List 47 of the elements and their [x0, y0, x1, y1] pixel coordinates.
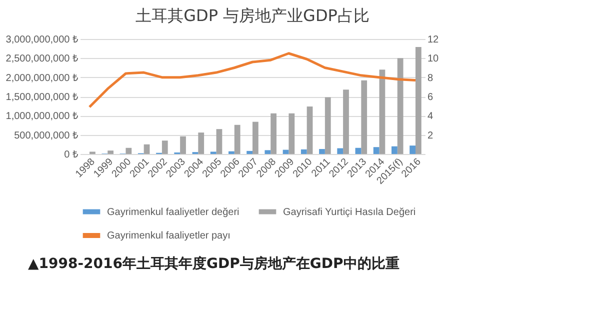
bar	[180, 136, 186, 154]
bar	[343, 90, 349, 154]
y2-tick-label: 12	[428, 34, 440, 46]
line-series	[88, 52, 417, 108]
y2-tick-label: 10	[428, 54, 440, 65]
bar	[361, 80, 368, 154]
bar	[264, 150, 271, 154]
bar	[373, 147, 380, 154]
y-tick-label: 1,000,000,000 ₺	[6, 111, 78, 122]
bar	[126, 148, 132, 154]
bar	[198, 132, 204, 154]
bar	[355, 148, 362, 154]
bar	[270, 113, 276, 154]
y-tick-label: 1,500,000,000 ₺	[6, 92, 78, 103]
y2-tick-label: 2	[428, 130, 434, 142]
bar	[252, 122, 258, 154]
y-tick-label: 500,000,000 ₺	[14, 130, 78, 142]
bar	[108, 150, 114, 154]
chart-title: 土耳其GDP 与房地产业GDP占比	[136, 6, 370, 25]
bar	[319, 149, 325, 154]
bar	[379, 70, 386, 154]
bar	[324, 97, 331, 154]
text: ▲1998-2016年土耳其年度GDP与房地产在GDP中的比重	[27, 254, 400, 273]
y-tick-label: 3,000,000,000 ₺	[6, 34, 78, 46]
y2-tick-label: 4	[428, 111, 434, 122]
bar	[246, 150, 252, 154]
bar	[415, 47, 422, 154]
legend-label: Gayrimenkul faaliyetler değeri	[107, 206, 240, 218]
y-tick-label: 0 ₺	[64, 150, 78, 160]
y-tick-label: 2,500,000,000 ₺	[6, 54, 78, 65]
bar	[306, 106, 313, 154]
legend-label: Gayrisafi Yurtiçi Hasıla Değeri	[283, 206, 416, 218]
bar	[228, 151, 234, 154]
bar	[397, 58, 404, 154]
bar	[410, 146, 416, 154]
bar	[234, 124, 240, 154]
y-tick-label: 2,000,000,000 ₺	[6, 72, 78, 84]
bar	[144, 144, 150, 154]
y2-tick-label: 8	[428, 72, 434, 84]
bar	[391, 146, 398, 154]
bar	[337, 148, 344, 154]
legend-label: Gayrimenkul faaliyetler payı	[107, 230, 230, 242]
bar	[162, 140, 168, 154]
bar	[300, 149, 307, 154]
bar	[216, 129, 222, 154]
bar	[288, 113, 295, 154]
y2-tick-label: 6	[428, 92, 434, 103]
